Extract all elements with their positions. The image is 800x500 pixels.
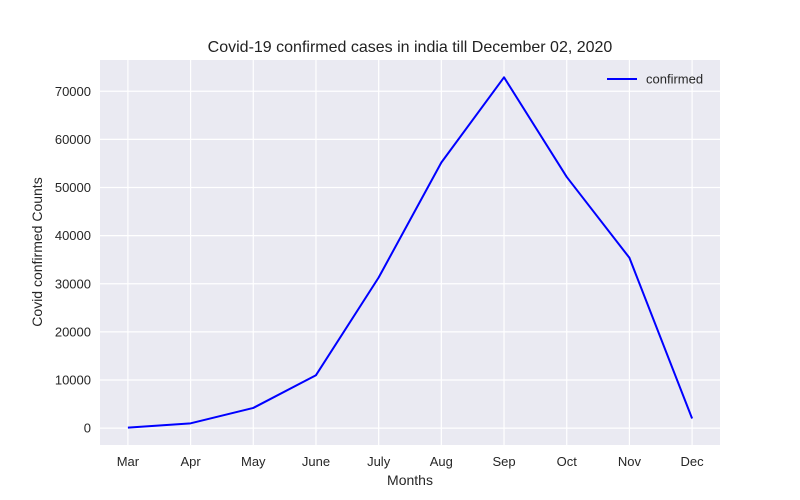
x-tick-label: Dec: [681, 454, 705, 469]
x-tick-label: June: [302, 454, 330, 469]
x-tick-label: Nov: [618, 454, 642, 469]
series-line-confirmed: [127, 76, 694, 429]
y-axis-ticks: 0 10000 20000 30000 40000 50000 60000 70000: [55, 84, 91, 436]
x-tick-label: Aug: [430, 454, 453, 469]
x-tick-label: Apr: [180, 454, 201, 469]
legend-label: confirmed: [646, 72, 703, 87]
y-tick-label: 10000: [55, 373, 91, 388]
x-tick-label: May: [241, 454, 266, 469]
grid: [100, 60, 720, 445]
x-tick-label: Sep: [492, 454, 515, 469]
x-tick-label: Oct: [557, 454, 578, 469]
legend: confirmed: [607, 72, 703, 87]
x-axis-label: Months: [387, 472, 433, 488]
chart-title: Covid-19 confirmed cases in india till D…: [208, 39, 613, 56]
y-tick-label: 30000: [55, 276, 91, 291]
y-axis-label: Covid confirmed Counts: [29, 177, 45, 326]
x-tick-label: Mar: [117, 454, 140, 469]
series-layer: [127, 76, 694, 429]
y-tick-label: 40000: [55, 228, 91, 243]
x-axis-ticks: Mar Apr May June July Aug Sep Oct Nov Dec: [117, 454, 704, 469]
y-tick-label: 0: [84, 421, 91, 436]
y-tick-label: 20000: [55, 324, 91, 339]
y-tick-label: 50000: [55, 180, 91, 195]
y-tick-label: 60000: [55, 132, 91, 147]
y-tick-label: 70000: [55, 84, 91, 99]
plot-area: [100, 60, 720, 445]
x-tick-label: July: [367, 454, 391, 469]
